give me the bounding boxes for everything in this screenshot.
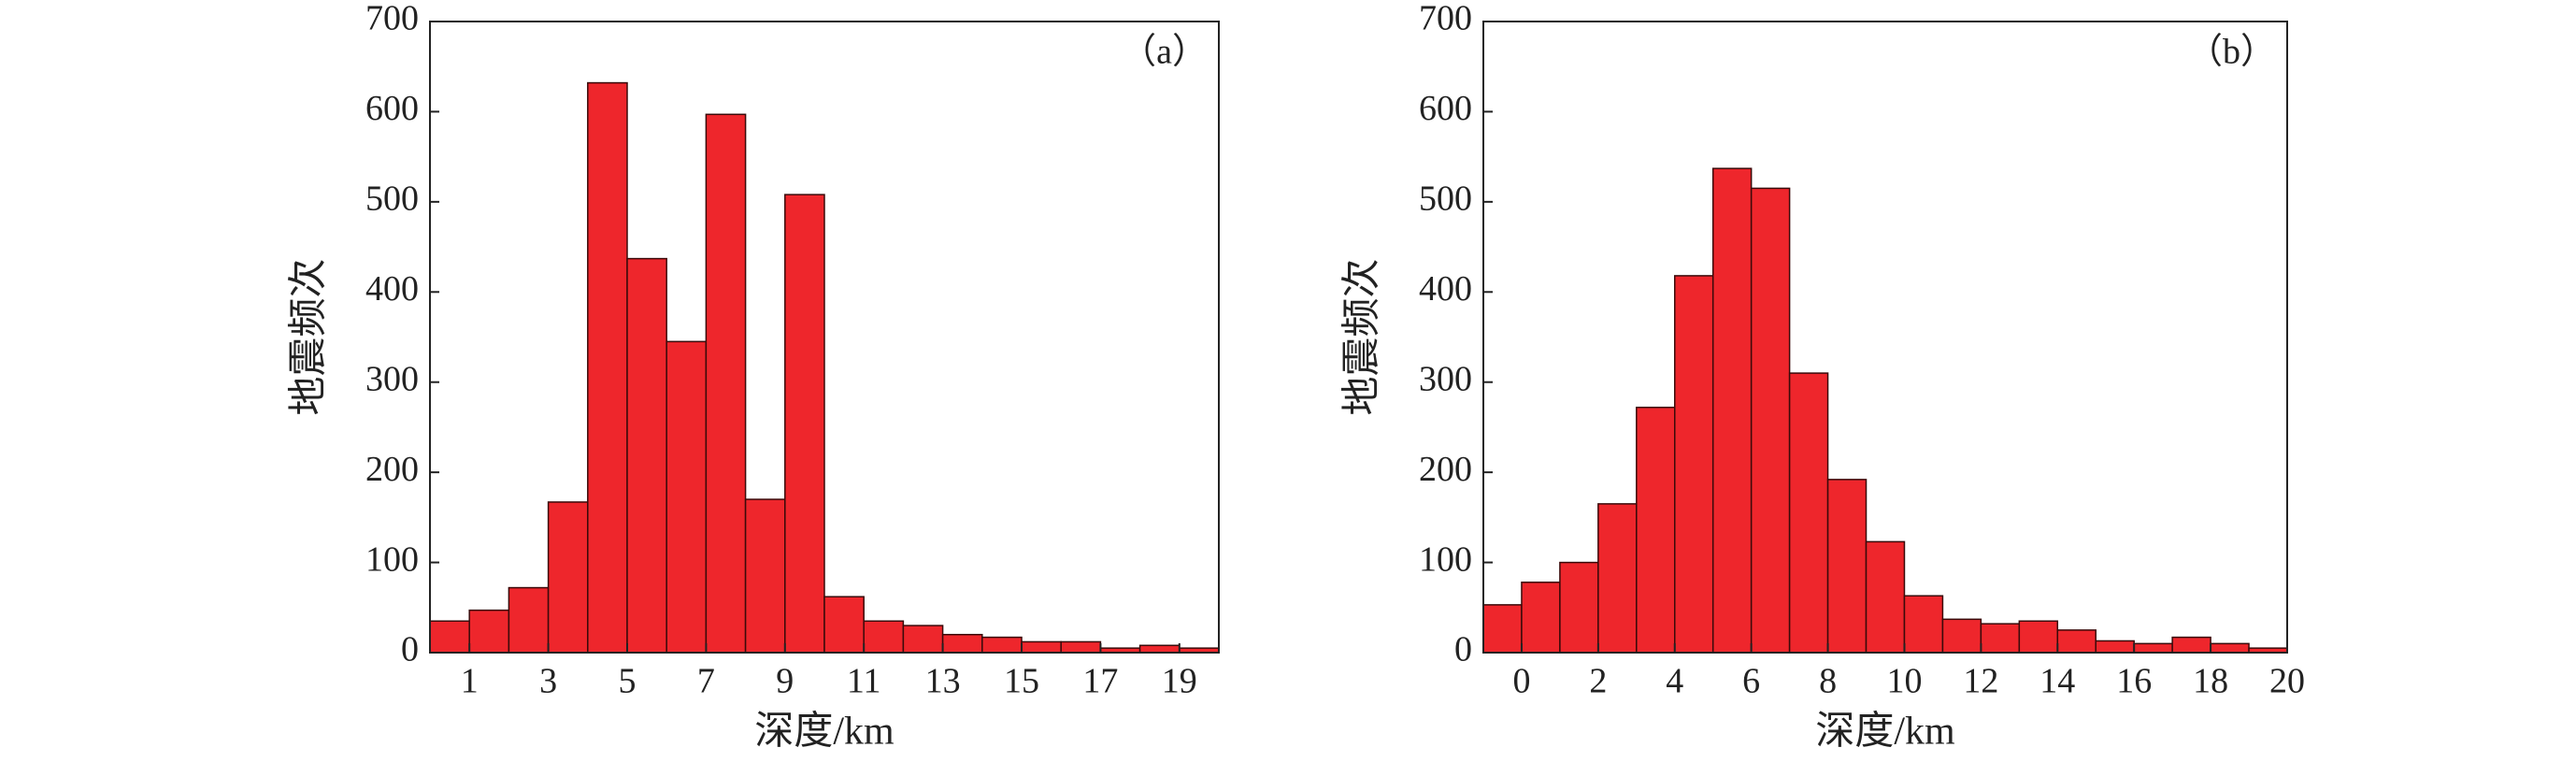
bar <box>941 633 983 654</box>
y-tick-label: 600 <box>365 89 419 128</box>
y-tick-label: 400 <box>365 269 419 309</box>
bar <box>705 113 747 654</box>
bar <box>665 340 708 654</box>
y-tick-label: 200 <box>1419 450 1472 489</box>
bar <box>1941 618 1982 654</box>
x-tick-label: 3 <box>539 662 557 701</box>
bar <box>1521 582 1561 654</box>
x-tick-label: 7 <box>697 662 715 701</box>
y-tick-label: 200 <box>365 450 419 489</box>
y-tick-label: 700 <box>1419 0 1472 38</box>
bar <box>823 596 865 654</box>
y-tick-label: 100 <box>1419 539 1472 579</box>
y-tick-label: 100 <box>365 539 419 579</box>
bar <box>2095 640 2135 654</box>
bar <box>2210 642 2250 654</box>
x-tick-label: 19 <box>1162 662 1197 701</box>
y-tick-label: 500 <box>1419 180 1472 219</box>
bar <box>429 620 470 654</box>
x-tick-label: 14 <box>2039 662 2075 701</box>
x-tick-label: 13 <box>925 662 961 701</box>
bar <box>2018 620 2059 654</box>
bar <box>1482 604 1523 654</box>
x-tick-label: 5 <box>619 662 637 701</box>
x-tick-label: 18 <box>2193 662 2228 701</box>
bar <box>744 498 786 654</box>
x-tick-label: 20 <box>2269 662 2305 701</box>
x-tick-label: 16 <box>2116 662 2152 701</box>
x-axis-label: 深度/km <box>754 711 894 754</box>
x-tick-label: 17 <box>1082 662 1118 701</box>
bar <box>1750 187 1791 654</box>
bar <box>1711 167 1753 654</box>
bar <box>1559 561 1599 654</box>
x-tick-label: 2 <box>1589 662 1607 701</box>
bar <box>981 636 1023 654</box>
bar <box>1865 540 1906 654</box>
x-tick-label: 12 <box>1963 662 1998 701</box>
y-tick-label: 300 <box>365 359 419 398</box>
bar <box>1903 595 1944 654</box>
bar <box>1980 623 2021 654</box>
x-tick-label: 10 <box>1886 662 1922 701</box>
x-tick-label: 1 <box>461 662 479 701</box>
y-tick-label: 0 <box>401 630 419 669</box>
bar <box>468 609 510 654</box>
y-tick-label: 0 <box>1454 630 1472 669</box>
x-axis-label: 深度/km <box>1815 711 1955 754</box>
x-tick-label: 11 <box>847 662 881 701</box>
bar <box>1674 275 1714 654</box>
y-tick-label: 700 <box>365 0 419 38</box>
x-tick-label: 6 <box>1742 662 1760 701</box>
x-tick-label: 0 <box>1512 662 1530 701</box>
y-tick-label: 600 <box>1419 89 1472 128</box>
bar <box>2056 629 2097 654</box>
bar <box>1636 406 1676 654</box>
x-tick-label: 9 <box>776 662 794 701</box>
annotation: （b） <box>2187 33 2276 72</box>
bar <box>1021 640 1062 654</box>
bar <box>784 194 825 654</box>
bar <box>1060 640 1102 654</box>
y-axis-label: 地震频次 <box>288 258 331 415</box>
y-tick-label: 500 <box>365 180 419 219</box>
x-tick-label: 4 <box>1666 662 1683 701</box>
bar <box>547 501 589 654</box>
bar <box>587 81 628 654</box>
bar <box>2133 642 2173 654</box>
x-tick-label: 8 <box>1819 662 1837 701</box>
plot-frame <box>1482 21 2288 654</box>
plot-frame <box>429 21 1220 654</box>
x-tick-label: 15 <box>1004 662 1039 701</box>
y-tick-label: 300 <box>1419 359 1472 398</box>
bar <box>1788 372 1829 654</box>
bar <box>902 625 944 654</box>
bar <box>1138 644 1181 654</box>
bar <box>1826 479 1868 654</box>
bar <box>508 586 550 654</box>
bar <box>2171 636 2211 654</box>
bar <box>863 620 905 654</box>
y-axis-label: 地震频次 <box>1341 258 1384 415</box>
bar <box>626 257 667 654</box>
y-tick-label: 400 <box>1419 269 1472 309</box>
annotation: （a） <box>1121 33 1208 72</box>
bar <box>1597 503 1638 654</box>
